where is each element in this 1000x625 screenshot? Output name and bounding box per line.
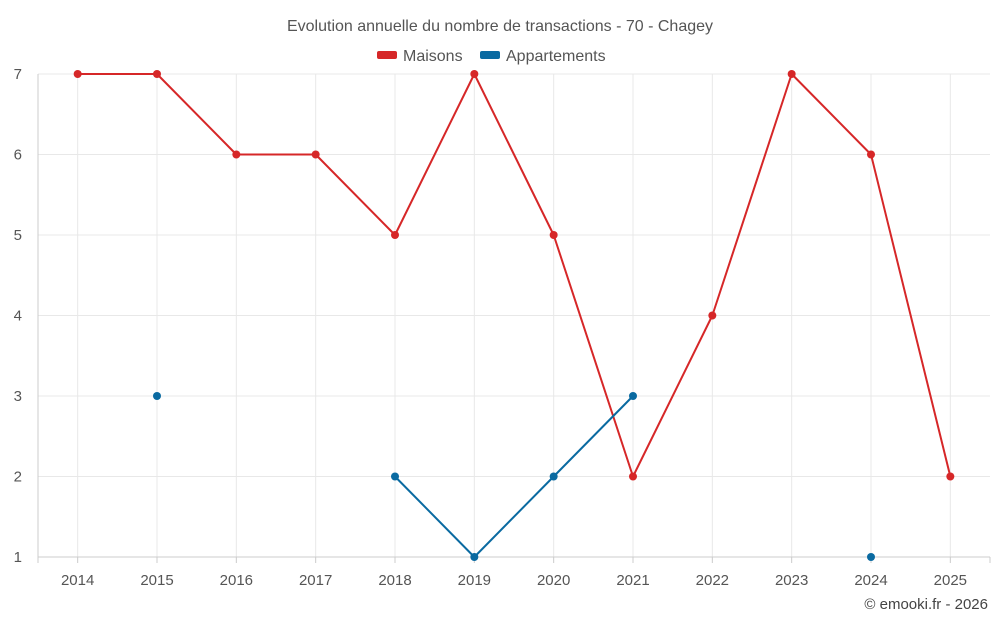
data-point-maisons[interactable] [946, 472, 955, 481]
x-tick-label: 2016 [220, 572, 253, 589]
x-tick-label: 2015 [140, 572, 173, 589]
legend-item-appartements[interactable]: Appartements [480, 48, 606, 65]
x-tick-label: 2023 [775, 572, 808, 589]
data-point-maisons[interactable] [787, 70, 796, 78]
series-line-appartements [394, 395, 634, 558]
y-tick-label: 5 [14, 227, 22, 244]
series-appartements [153, 392, 875, 561]
legend: Maisons Appartements [377, 48, 606, 65]
data-point-appartements[interactable] [629, 392, 637, 400]
x-tick-label: 2018 [378, 572, 411, 589]
legend-item-maisons[interactable]: Maisons [377, 48, 463, 65]
x-tick-label: 2019 [458, 572, 491, 589]
y-tick-label: 4 [14, 308, 22, 325]
x-tick-label: 2014 [61, 572, 94, 589]
data-point-appartements[interactable] [867, 553, 875, 561]
data-point-appartements[interactable] [470, 553, 479, 561]
series-line-maisons [77, 73, 952, 478]
data-point-appartements[interactable] [391, 472, 399, 481]
credit-text: © emooki.fr - 2026 [864, 596, 988, 613]
data-point-maisons[interactable] [73, 70, 82, 78]
grid [38, 73, 990, 557]
x-tick-label: 2021 [616, 572, 649, 589]
series-maisons [73, 70, 955, 481]
legend-swatch-maisons [377, 51, 397, 59]
axes: 1 2 3 4 5 6 7 2014 2015 2016 2017 2018 2019 2020 2021 2… [14, 66, 991, 589]
data-point-maisons[interactable] [708, 311, 717, 320]
x-tick-label: 2020 [537, 572, 570, 589]
y-tick-label: 3 [14, 388, 22, 405]
series [73, 70, 955, 561]
y-tick-label: 7 [14, 66, 22, 83]
x-tick-label: 2022 [696, 572, 729, 589]
data-point-maisons[interactable] [867, 150, 875, 159]
data-point-maisons[interactable] [549, 231, 558, 239]
data-point-appartements[interactable] [549, 472, 558, 481]
legend-label-appartements: Appartements [506, 48, 606, 65]
legend-swatch-appartements [480, 51, 500, 59]
x-tick-label: 2025 [934, 572, 967, 589]
legend-label-maisons: Maisons [403, 48, 463, 65]
data-point-maisons[interactable] [153, 70, 161, 78]
data-point-maisons[interactable] [470, 70, 479, 78]
y-tick-label: 1 [14, 549, 22, 566]
x-tick-label: 2017 [299, 572, 332, 589]
data-point-maisons[interactable] [391, 231, 399, 239]
data-point-appartements[interactable] [153, 392, 161, 400]
chart-title: Evolution annuelle du nombre de transact… [287, 18, 713, 35]
data-point-maisons[interactable] [232, 150, 241, 159]
data-point-maisons[interactable] [311, 150, 320, 159]
x-tick-label: 2024 [854, 572, 887, 589]
y-tick-label: 2 [14, 469, 22, 486]
data-point-maisons[interactable] [629, 472, 637, 481]
y-tick-label: 6 [14, 147, 22, 164]
